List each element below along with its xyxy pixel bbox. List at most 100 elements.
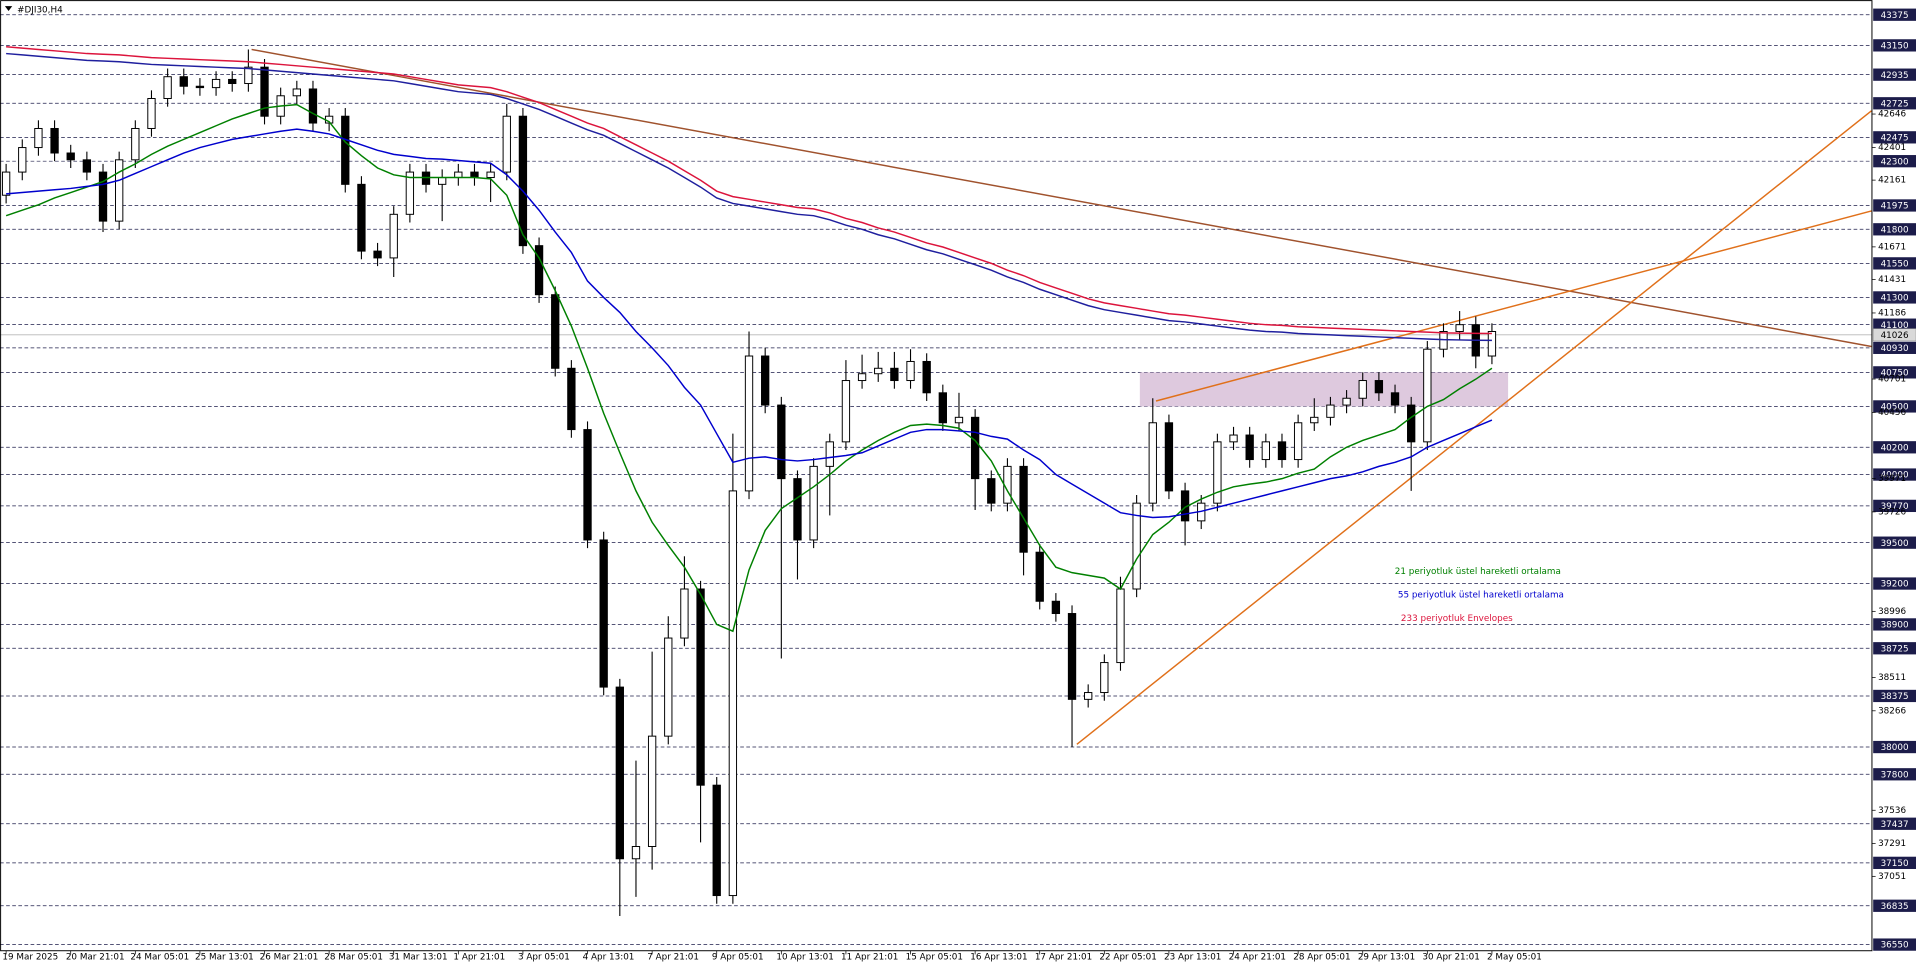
x-tick-label: 23 Apr 13:01: [1164, 952, 1221, 962]
legend-entry: 55 periyotluk üstel hareketli ortalama: [1398, 590, 1564, 600]
level-label: 42935: [1881, 71, 1909, 81]
level-label: 40000: [1881, 471, 1909, 481]
level-label-box: [1873, 689, 1916, 703]
candle-body: [583, 429, 592, 541]
candle-body: [115, 159, 124, 222]
x-tick-label: 31 Mar 13:01: [389, 952, 448, 962]
level-label-box: [1873, 740, 1916, 754]
level-label: 38900: [1881, 621, 1909, 631]
candle-body: [1051, 600, 1061, 615]
level-label: 40500: [1881, 403, 1909, 413]
candle-body: [1358, 380, 1367, 399]
x-tick-label: 17 Apr 21:01: [1035, 952, 1092, 962]
x-tick-label: 28 Apr 05:01: [1293, 952, 1350, 962]
candle-body: [906, 360, 915, 382]
x-tick-label: 22 Apr 05:01: [1099, 952, 1156, 962]
candle-body: [179, 76, 188, 87]
candle-body: [1100, 662, 1109, 694]
level-label: 38000: [1881, 743, 1909, 753]
level-label: 43375: [1881, 11, 1909, 21]
y-tick-label: 39726: [1878, 507, 1906, 517]
y-tick-label: 38266: [1878, 706, 1906, 716]
candle-body: [357, 183, 366, 252]
x-tick-label: 11 Apr 21:01: [841, 952, 898, 962]
level-label: 41550: [1881, 259, 1909, 269]
candle-body: [470, 171, 479, 179]
candle-body: [518, 115, 528, 247]
x-tick-label: 25 Mar 13:01: [195, 952, 254, 962]
candle-body: [1455, 324, 1464, 332]
candle-body: [486, 171, 495, 179]
candle-body: [211, 78, 221, 89]
x-tick-label: 1 Apr 21:01: [453, 952, 505, 962]
level-label-box: [1873, 199, 1916, 212]
candle-body: [1164, 422, 1174, 492]
level-label-box: [1873, 257, 1916, 270]
x-tick-label: 16 Apr 13:01: [970, 952, 1027, 962]
level-label: 41800: [1881, 225, 1909, 235]
level-label: 36835: [1881, 902, 1909, 912]
candle-body: [922, 360, 931, 394]
y-tick-label: 38511: [1878, 673, 1906, 683]
candle-body: [228, 78, 237, 85]
candle-body: [1342, 397, 1351, 406]
candle-body: [34, 127, 43, 149]
candle-body: [712, 784, 721, 897]
candle-body: [841, 380, 851, 443]
level-label: 37800: [1881, 770, 1909, 780]
x-tick-label: 15 Apr 05:01: [906, 952, 963, 962]
level-label-box: [1873, 899, 1916, 912]
candle-body: [405, 171, 415, 215]
candle-body: [1035, 551, 1044, 602]
candle-body: [825, 441, 834, 467]
y-tick-label: 40701: [1878, 375, 1906, 385]
level-label-box: [1873, 223, 1916, 236]
candle-body: [82, 159, 92, 173]
candle-body: [1390, 392, 1400, 406]
candle-body: [502, 115, 511, 173]
y-tick-label: 40456: [1878, 408, 1906, 418]
ma-line: [6, 46, 1492, 335]
trend-line: [251, 48, 1872, 348]
title-arrow: [4, 6, 13, 12]
x-tick-label: 29 Apr 13:01: [1358, 952, 1415, 962]
candle-body: [131, 127, 140, 161]
candle-body: [1067, 613, 1077, 700]
level-label: 39770: [1881, 502, 1909, 512]
plot-frame: [0, 0, 1873, 952]
legend-entry: 233 periyotluk Envelopes: [1401, 614, 1513, 624]
candle-body: [147, 98, 156, 129]
level-label: 39500: [1881, 539, 1909, 549]
candle-body: [18, 147, 27, 173]
level-label-box: [1873, 131, 1916, 144]
level-label-box: [1873, 291, 1916, 304]
y-tick-label: 42161: [1878, 176, 1906, 186]
level-label-box: [1873, 642, 1916, 655]
level-label-box: [1873, 536, 1916, 549]
level-label-box: [1873, 856, 1916, 869]
x-tick-label: 4 Apr 13:01: [583, 952, 635, 962]
candle-body: [680, 588, 689, 639]
level-label-box: [1873, 341, 1916, 354]
candle-body: [551, 294, 560, 369]
level-label-box: [1873, 468, 1916, 481]
candle-body: [647, 735, 657, 847]
candle-body: [195, 85, 205, 89]
x-tick-label: 10 Apr 13:01: [776, 952, 833, 962]
candle-body: [1213, 441, 1222, 504]
level-label-box: [1873, 441, 1916, 454]
x-tick-label: 28 Mar 05:01: [324, 952, 383, 962]
candle-body: [938, 392, 947, 424]
level-label-box: [1873, 618, 1916, 631]
candle-body: [793, 478, 802, 541]
candle-body: [777, 404, 786, 480]
level-label: 38725: [1881, 644, 1909, 654]
level-label: 42475: [1881, 133, 1909, 143]
candle-body: [954, 416, 964, 424]
level-label-box: [1873, 817, 1916, 830]
candle-body: [1374, 380, 1384, 394]
candle-body: [1407, 404, 1416, 443]
level-label: 36550: [1881, 941, 1909, 951]
candle-body: [970, 416, 980, 480]
